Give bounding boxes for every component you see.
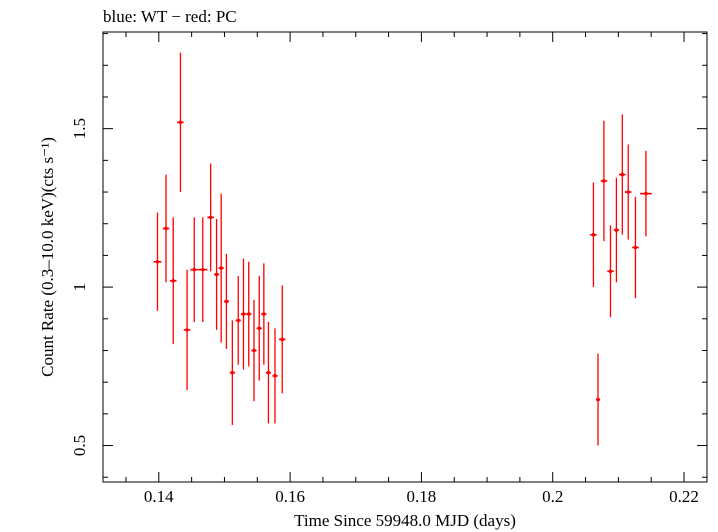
point-marker — [626, 190, 631, 194]
point-marker — [633, 245, 638, 250]
point-marker — [192, 267, 197, 272]
x-axis-label: Time Since 59948.0 MJD (days) — [294, 511, 516, 530]
data-point — [223, 253, 230, 349]
x-tick-label: 0.22 — [669, 487, 699, 506]
data-point — [153, 212, 162, 311]
chart-title: blue: WT − red: PC — [103, 7, 237, 26]
point-marker — [644, 191, 648, 196]
point-marker — [171, 278, 176, 283]
point-marker — [246, 312, 251, 316]
y-tick-label: 0.5 — [70, 435, 89, 456]
x-tick-label: 0.2 — [542, 487, 563, 506]
point-marker — [214, 272, 219, 277]
data-point — [235, 276, 241, 365]
data-point — [177, 52, 184, 193]
y-tick-label: 1 — [70, 283, 89, 292]
x-tick-label: 0.18 — [407, 487, 437, 506]
x-tick-label: 0.14 — [144, 487, 174, 506]
data-point — [640, 150, 652, 237]
data-point — [162, 174, 170, 283]
data-point — [229, 320, 235, 425]
data-point — [218, 193, 224, 343]
point-marker — [252, 348, 256, 353]
data-point — [265, 321, 272, 424]
y-axis: 0.5 1 1.5 — [70, 33, 707, 478]
data-point — [240, 258, 247, 370]
point-marker — [208, 215, 213, 220]
data-point — [619, 114, 626, 235]
point-marker — [236, 318, 241, 323]
data-point — [261, 263, 267, 365]
data-point — [190, 217, 199, 322]
data-point — [198, 217, 208, 322]
data-point — [590, 182, 597, 288]
point-marker — [241, 312, 246, 316]
point-marker — [257, 326, 262, 331]
data-point — [256, 276, 262, 381]
point-marker — [178, 120, 183, 125]
y-tick-label: 1.5 — [70, 118, 89, 139]
point-marker — [200, 267, 205, 272]
point-marker — [614, 228, 619, 232]
point-marker — [266, 370, 271, 375]
point-marker — [280, 337, 285, 342]
point-marker — [185, 328, 189, 332]
point-marker — [230, 370, 235, 375]
point-marker — [164, 226, 168, 231]
point-marker — [591, 233, 596, 237]
data-point — [596, 353, 600, 446]
y-axis-label: Count Rate (0.3–10.0 keV)(cts s⁻¹) — [38, 137, 57, 377]
point-marker — [155, 259, 160, 264]
data-point — [251, 299, 257, 402]
point-marker — [224, 299, 229, 304]
point-marker — [608, 269, 613, 274]
x-tick-label: 0.16 — [275, 487, 305, 506]
plot-frame — [102, 31, 708, 483]
data-point — [183, 269, 191, 391]
data-point — [632, 196, 639, 299]
point-marker — [602, 179, 606, 183]
data-point — [278, 285, 286, 394]
point-marker — [219, 266, 223, 270]
data-point — [607, 225, 614, 318]
point-marker — [262, 312, 266, 316]
point-marker — [273, 374, 277, 378]
data-point — [207, 163, 214, 272]
data-point — [213, 218, 220, 330]
data-point — [600, 120, 608, 242]
data-points — [153, 52, 652, 446]
point-marker — [596, 397, 600, 402]
data-point — [169, 217, 177, 345]
point-marker — [620, 172, 625, 177]
data-point — [613, 177, 620, 283]
x-axis: 0.14 0.16 0.18 0.2 0.22 — [125, 32, 699, 506]
data-point — [246, 261, 252, 367]
data-point — [272, 328, 278, 424]
data-point — [624, 144, 632, 240]
